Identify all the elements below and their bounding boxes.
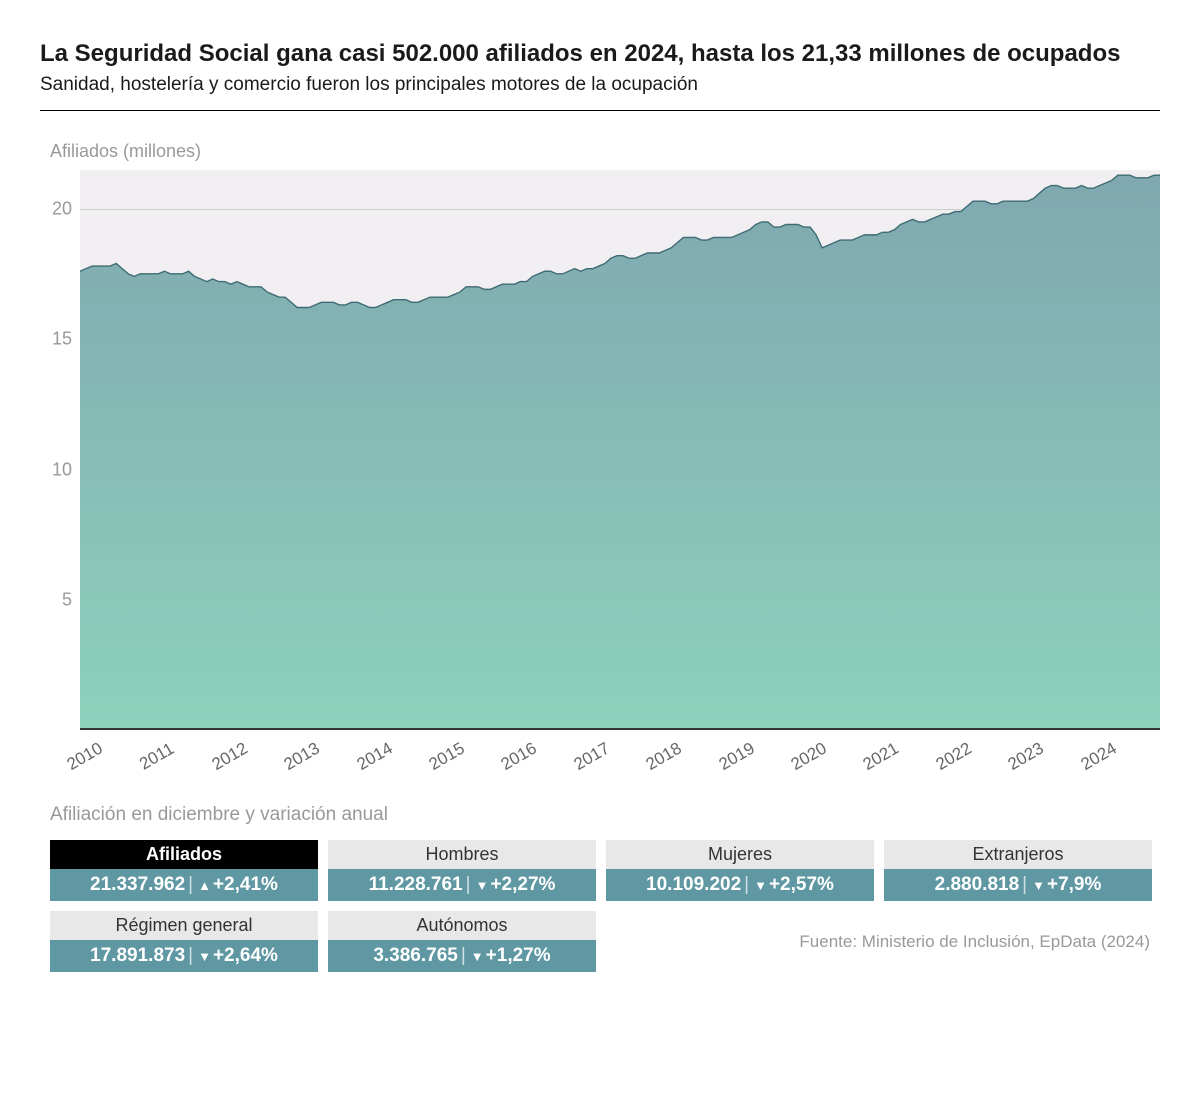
x-axis: 2010201120122013201420152016201720182019… <box>80 740 1160 780</box>
y-axis: 5 10 15 20 <box>40 170 78 730</box>
x-tick-label: 2021 <box>860 739 903 775</box>
stat-label: Afiliados <box>50 840 318 869</box>
stat-value: 2.880.818|▼+7,9% <box>884 869 1152 901</box>
x-tick-label: 2014 <box>353 739 396 775</box>
stat-number: 11.228.761 <box>369 874 463 895</box>
stat-box: Afiliados21.337.962|▲+2,41% <box>50 840 318 901</box>
triangle-up-icon: ▲ <box>196 878 213 893</box>
stat-delta: +2,57% <box>769 874 834 895</box>
x-tick-label: 2013 <box>281 739 324 775</box>
chart-container: 5 10 15 20 <box>40 170 1160 730</box>
x-tick-label: 2017 <box>570 739 613 775</box>
y-axis-label: Afiliados (millones) <box>50 141 1160 162</box>
stats-table: Afiliados21.337.962|▲+2,41%Hombres11.228… <box>50 840 1160 972</box>
stat-value: 21.337.962|▲+2,41% <box>50 869 318 901</box>
y-tick-label: 5 <box>62 589 72 610</box>
stat-delta: +2,27% <box>490 874 555 895</box>
y-tick-label: 20 <box>52 199 72 220</box>
x-tick-label: 2022 <box>932 739 975 775</box>
area-fill <box>80 175 1160 728</box>
stat-delta: +7,9% <box>1047 874 1101 895</box>
chart-title: La Seguridad Social gana casi 502.000 af… <box>40 40 1160 68</box>
stat-value: 17.891.873|▼+2,64% <box>50 940 318 972</box>
triangle-down-icon: ▼ <box>474 878 491 893</box>
stat-box: Extranjeros2.880.818|▼+7,9% <box>884 840 1152 901</box>
triangle-down-icon: ▼ <box>196 949 213 964</box>
stat-number: 2.880.818 <box>935 874 1020 895</box>
stat-delta: +1,27% <box>486 945 551 966</box>
stat-delta: +2,41% <box>213 874 278 895</box>
area-chart-svg <box>80 170 1160 728</box>
x-tick-label: 2019 <box>715 739 758 775</box>
stats-row-1: Afiliados21.337.962|▲+2,41%Hombres11.228… <box>50 840 1160 901</box>
stat-value: 11.228.761|▼+2,27% <box>328 869 596 901</box>
header-divider <box>40 110 1160 111</box>
x-tick-label: 2020 <box>788 739 831 775</box>
stat-number: 10.109.202 <box>646 874 741 895</box>
stat-number: 3.386.765 <box>373 945 458 966</box>
x-tick-label: 2018 <box>643 739 686 775</box>
chart-subtitle: Sanidad, hostelería y comercio fueron lo… <box>40 74 1160 96</box>
triangle-down-icon: ▼ <box>752 878 769 893</box>
x-tick-label: 2011 <box>137 739 179 775</box>
stat-value: 10.109.202|▼+2,57% <box>606 869 874 901</box>
y-tick-label: 10 <box>52 459 72 480</box>
stat-label: Hombres <box>328 840 596 869</box>
stat-delta: +2,64% <box>213 945 278 966</box>
source-text: Fuente: Ministerio de Inclusión, EpData … <box>606 932 1160 952</box>
stats-row-2: Régimen general17.891.873|▼+2,64%Autónom… <box>50 911 1160 972</box>
stat-number: 21.337.962 <box>90 874 185 895</box>
x-tick-label: 2024 <box>1077 739 1120 775</box>
stat-label: Extranjeros <box>884 840 1152 869</box>
x-tick-label: 2010 <box>64 739 107 775</box>
stat-box: Mujeres10.109.202|▼+2,57% <box>606 840 874 901</box>
y-tick-label: 15 <box>52 329 72 350</box>
stat-box: Régimen general17.891.873|▼+2,64% <box>50 911 318 972</box>
stat-box: Autónomos3.386.765|▼+1,27% <box>328 911 596 972</box>
stat-label: Autónomos <box>328 911 596 940</box>
stat-label: Régimen general <box>50 911 318 940</box>
stats-table-title: Afiliación en diciembre y variación anua… <box>50 804 1160 826</box>
stat-label: Mujeres <box>606 840 874 869</box>
triangle-down-icon: ▼ <box>1030 878 1047 893</box>
triangle-down-icon: ▼ <box>469 949 486 964</box>
stat-box: Hombres11.228.761|▼+2,27% <box>328 840 596 901</box>
stat-value: 3.386.765|▼+1,27% <box>328 940 596 972</box>
x-tick-label: 2015 <box>426 739 469 775</box>
plot-area <box>80 170 1160 730</box>
stat-number: 17.891.873 <box>90 945 185 966</box>
x-tick-label: 2023 <box>1005 739 1048 775</box>
x-tick-label: 2012 <box>208 739 251 775</box>
x-tick-label: 2016 <box>498 739 541 775</box>
